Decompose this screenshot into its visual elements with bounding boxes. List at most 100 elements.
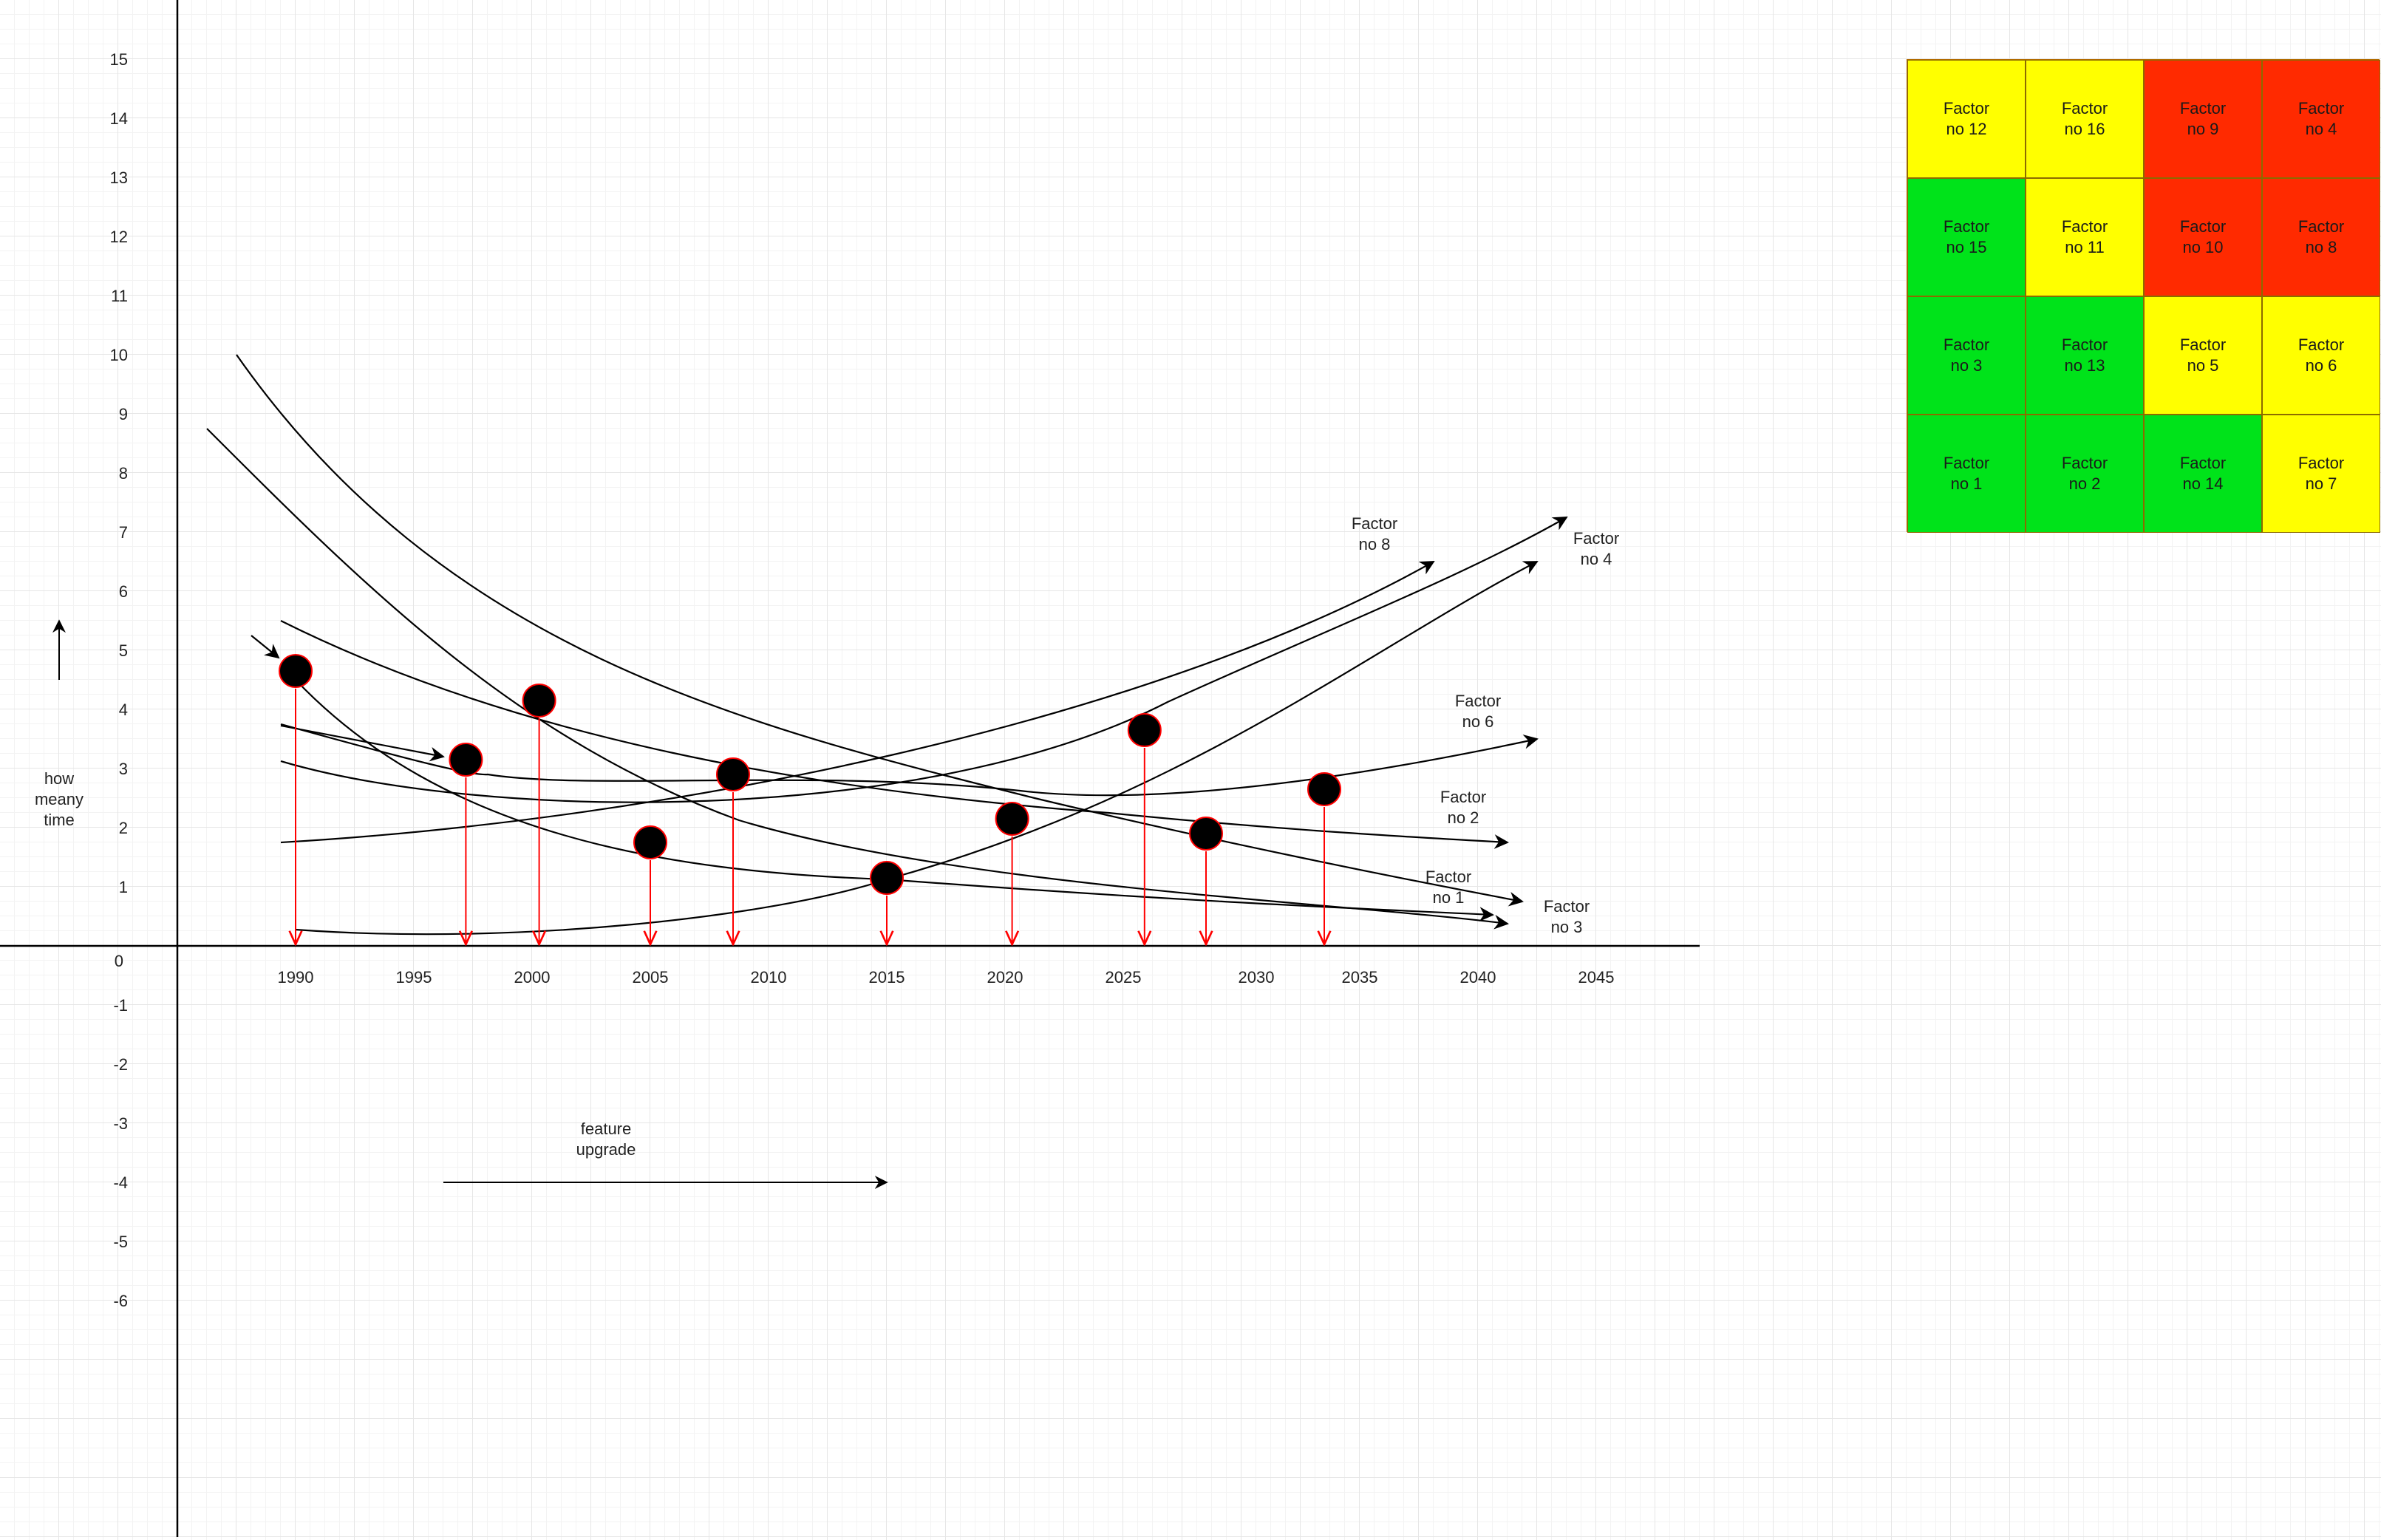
factor-cell[interactable]: Factor no 3 xyxy=(1907,296,2026,415)
factor-cell[interactable]: Factor no 9 xyxy=(2144,60,2262,178)
curve-label-line: no 1 xyxy=(1433,888,1465,907)
factor-8-curve xyxy=(280,561,1435,844)
curve-label-line: no 8 xyxy=(1359,535,1391,553)
factor-cell-text: no 5 xyxy=(2187,356,2219,375)
y-tick-label: -6 xyxy=(113,1292,128,1310)
factor-cell-text: no 7 xyxy=(2305,474,2337,493)
factor-cell-text: no 15 xyxy=(1946,238,1987,256)
factor-cell-text: Factor xyxy=(2297,99,2345,117)
y-tick-label: -2 xyxy=(113,1055,128,1074)
y-tick-label: 13 xyxy=(110,168,128,187)
feature-upgrade-label-line: feature xyxy=(581,1120,632,1138)
data-point-marker[interactable] xyxy=(1127,713,1162,747)
data-point-marker[interactable] xyxy=(1189,817,1223,851)
factor-cell-text: no 6 xyxy=(2305,356,2337,375)
y-axis-label-line: how xyxy=(44,769,74,788)
y-tick-label: 10 xyxy=(110,346,128,364)
factor-cell[interactable]: Factor no 7 xyxy=(2262,415,2380,533)
factor-cell[interactable]: Factor no 2 xyxy=(2026,415,2144,533)
entry-arrow xyxy=(280,724,445,762)
x-tick-label: 2040 xyxy=(1460,968,1496,987)
x-tick-label: 2000 xyxy=(514,968,551,987)
factor-cell-text: Factor xyxy=(1943,99,1990,117)
y-tick-label: -1 xyxy=(113,996,128,1015)
data-point-marker[interactable] xyxy=(870,861,904,895)
factor-cell[interactable]: Factor no 13 xyxy=(2026,296,2144,415)
data-point-marker[interactable] xyxy=(522,684,556,718)
factor-cell[interactable]: Factor no 10 xyxy=(2144,178,2262,296)
factor-cell-text: Factor xyxy=(2179,454,2227,472)
y-tick-label: 15 xyxy=(110,50,128,69)
factor-cell-text: Factor xyxy=(2179,335,2227,354)
x-tick-label: 1990 xyxy=(278,968,314,987)
factor-cell[interactable]: Factor no 4 xyxy=(2262,60,2380,178)
factor-cell-text: Factor xyxy=(1943,454,1990,472)
curve-label-line: Factor xyxy=(1455,692,1501,710)
factor-cell-text: Factor xyxy=(2297,217,2345,236)
factor-cell[interactable]: Factor no 15 xyxy=(1907,178,2026,296)
x-tick-label: 2045 xyxy=(1578,968,1615,987)
factor-cell-text: no 4 xyxy=(2305,120,2337,138)
curve-label-line: Factor xyxy=(1573,529,1619,548)
factor-matrix: Factor no 12 Factor no 16 Factor no 9 Factor no… xyxy=(1907,59,2380,533)
entry-arrow xyxy=(251,635,280,659)
factor-4-lower-curve xyxy=(295,561,1539,936)
y-axis-label: how meany time xyxy=(35,769,84,829)
y-tick-label: 5 xyxy=(119,641,128,660)
data-point-marker[interactable] xyxy=(633,825,667,859)
factor-cell-text: Factor xyxy=(2179,99,2227,117)
factor-cell-text: Factor xyxy=(2297,454,2345,472)
factor-cell-text: Factor xyxy=(2061,99,2108,117)
factor-cell[interactable]: Factor no 12 xyxy=(1907,60,2026,178)
factor-2-label: Factor no 2 xyxy=(1440,788,1486,827)
data-point-marker[interactable] xyxy=(1307,772,1341,806)
factor-cell-text: no 16 xyxy=(2064,120,2105,138)
factor-cell[interactable]: Factor no 6 xyxy=(2262,296,2380,415)
factor-2-curve xyxy=(280,620,1509,849)
marker-group xyxy=(279,654,1341,944)
x-axis-tick-labels: 1990 1995 2000 2005 2010 2015 2020 2025 … xyxy=(278,968,1615,987)
data-point-marker[interactable] xyxy=(995,802,1029,836)
curve-label-line: Factor xyxy=(1544,897,1590,916)
feature-upgrade-label: feature upgrade xyxy=(576,1120,636,1159)
data-point-marker[interactable] xyxy=(449,743,483,777)
curve-label-line: no 6 xyxy=(1462,712,1494,731)
curve-label-line: Factor xyxy=(1352,514,1397,533)
factor-cell[interactable]: Factor no 16 xyxy=(2026,60,2144,178)
curve-label-line: no 3 xyxy=(1551,918,1583,936)
factor-cell[interactable]: Factor no 14 xyxy=(2144,415,2262,533)
curve-label-line: Factor xyxy=(1440,788,1486,806)
y-tick-label: 2 xyxy=(119,819,128,837)
x-tick-label: 2035 xyxy=(1342,968,1378,987)
factor-cell-text: Factor xyxy=(2179,217,2227,236)
factor-cell-text: no 1 xyxy=(1950,474,1983,493)
factor-cell-text: no 14 xyxy=(2182,474,2224,493)
factor-cell-text: Factor xyxy=(2061,454,2108,472)
factor-cell-text: Factor xyxy=(2297,335,2345,354)
curve-label-line: no 4 xyxy=(1581,550,1612,568)
y-tick-label: 12 xyxy=(110,228,128,246)
x-tick-label: 2025 xyxy=(1106,968,1142,987)
y-tick-label: 14 xyxy=(110,109,128,128)
data-point-marker[interactable] xyxy=(716,757,750,791)
factor-cell-text: no 8 xyxy=(2305,238,2337,256)
data-point-marker[interactable] xyxy=(279,654,313,688)
factor-1-label: Factor no 1 xyxy=(1425,868,1471,907)
x-tick-label: 2020 xyxy=(987,968,1023,987)
factor-6-label: Factor no 6 xyxy=(1455,692,1501,731)
y-tick-label: -5 xyxy=(113,1233,128,1251)
y-tick-label: 8 xyxy=(119,464,128,483)
factor-cell[interactable]: Factor no 1 xyxy=(1907,415,2026,533)
x-tick-label: 2010 xyxy=(751,968,787,987)
factor-cell-text: no 13 xyxy=(2064,356,2105,375)
factor-cell[interactable]: Factor no 8 xyxy=(2262,178,2380,296)
factor-cell[interactable]: Factor no 5 xyxy=(2144,296,2262,415)
factor-cell-text: no 3 xyxy=(1950,356,1983,375)
factor-cell[interactable]: Factor no 11 xyxy=(2026,178,2144,296)
y-tick-label: 0 xyxy=(115,952,123,970)
y-tick-label: 3 xyxy=(119,760,128,778)
y-tick-label: 1 xyxy=(119,878,128,896)
y-tick-label: -4 xyxy=(113,1173,128,1192)
y-axis-tick-labels: 15 14 13 12 11 10 9 8 7 6 5 4 3 2 1 0 -1… xyxy=(110,50,128,1310)
